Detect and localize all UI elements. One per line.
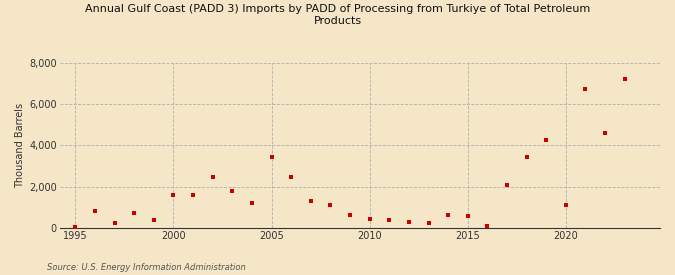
Text: Annual Gulf Coast (PADD 3) Imports by PADD of Processing from Turkiye of Total P: Annual Gulf Coast (PADD 3) Imports by PA… — [85, 4, 590, 26]
Point — [619, 77, 630, 82]
Point — [90, 209, 101, 214]
Point — [423, 221, 434, 225]
Point — [207, 175, 218, 180]
Point — [384, 218, 395, 222]
Text: Source: U.S. Energy Information Administration: Source: U.S. Energy Information Administ… — [47, 263, 246, 272]
Point — [266, 155, 277, 159]
Point — [502, 183, 512, 187]
Point — [560, 203, 571, 208]
Y-axis label: Thousand Barrels: Thousand Barrels — [15, 103, 25, 188]
Point — [148, 218, 159, 222]
Point — [305, 199, 316, 204]
Point — [70, 225, 81, 229]
Point — [168, 193, 179, 197]
Point — [364, 216, 375, 221]
Point — [462, 214, 473, 218]
Point — [345, 213, 356, 217]
Point — [109, 221, 120, 226]
Point — [286, 175, 296, 180]
Point — [325, 203, 336, 208]
Point — [580, 87, 591, 91]
Point — [521, 155, 532, 159]
Point — [541, 138, 551, 142]
Point — [404, 219, 414, 224]
Point — [188, 193, 198, 197]
Point — [599, 131, 610, 135]
Point — [227, 189, 238, 193]
Point — [482, 224, 493, 229]
Point — [129, 210, 140, 215]
Point — [443, 212, 454, 217]
Point — [246, 201, 257, 205]
